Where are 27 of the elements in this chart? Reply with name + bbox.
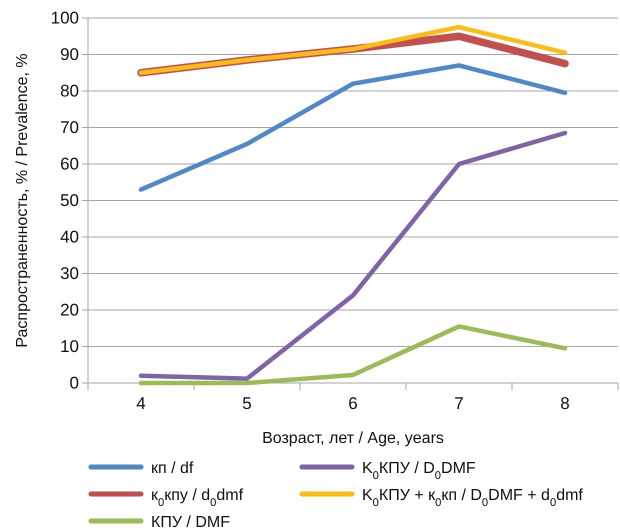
y-tick-label: 20 <box>60 300 79 320</box>
x-tick-label: 7 <box>454 394 464 414</box>
legend-label: кп / df <box>151 460 194 477</box>
line-series <box>138 63 568 192</box>
x-tick-label: 5 <box>242 394 252 414</box>
line-series <box>138 324 568 386</box>
y-tick-label: 100 <box>50 8 79 28</box>
legend-label: K$_{0}$КПУ / D$_{0}$DMF <box>362 460 476 482</box>
y-tick-label: 70 <box>60 118 79 137</box>
y-axis-title: Распространенность, % / Prevalence, % <box>14 53 31 348</box>
y-tick-label: 60 <box>60 154 79 174</box>
y-tick-label: 30 <box>60 264 79 283</box>
y-tick-label: 10 <box>60 336 79 356</box>
line-series <box>138 24 568 75</box>
y-tick-label: 50 <box>60 190 79 210</box>
x-axis-title: Возраст, лет / Age, years <box>262 430 444 447</box>
y-tick-label: 0 <box>70 373 79 392</box>
legend-label: к$_{0}$кпу / d$_{0}$dmf <box>151 487 244 509</box>
x-tick-label: 4 <box>136 394 146 414</box>
y-tick-label: 40 <box>60 227 79 246</box>
legend-label: КПУ / DMF <box>151 514 230 529</box>
y-tick-label: 90 <box>60 44 79 64</box>
y-tick-label: 80 <box>60 81 79 100</box>
text: K$_{0}$КПУ + к$_{0}$кп / D$_{0}$DMF + d$_{0}$dmf <box>362 487 583 509</box>
x-tick-label: 6 <box>348 394 358 414</box>
line-series <box>138 130 568 381</box>
x-tick-label: 8 <box>560 394 570 414</box>
